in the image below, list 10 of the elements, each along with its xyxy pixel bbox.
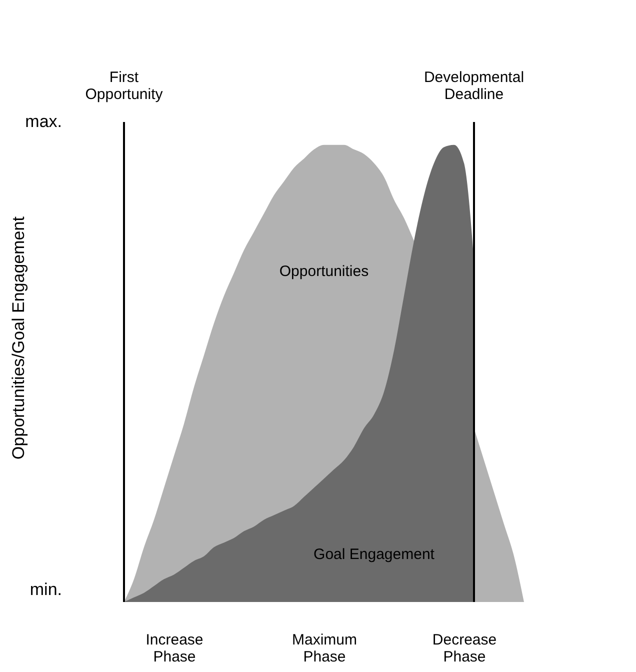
x-tick-label: Maximum Phase xyxy=(292,632,358,666)
annotation: Opportunities xyxy=(279,262,369,280)
text: First Opportunity xyxy=(85,69,164,103)
y-axis-title: Opportunities/Goal Engagement xyxy=(9,216,28,460)
text: max. xyxy=(25,112,62,131)
text: min. xyxy=(30,580,62,599)
text: Developmental Deadline xyxy=(424,69,524,103)
annotation: Goal Engagement xyxy=(314,546,436,563)
x-tick-label: Increase Phase xyxy=(146,632,204,666)
x-tick-label: Decrease Phase xyxy=(432,632,497,666)
